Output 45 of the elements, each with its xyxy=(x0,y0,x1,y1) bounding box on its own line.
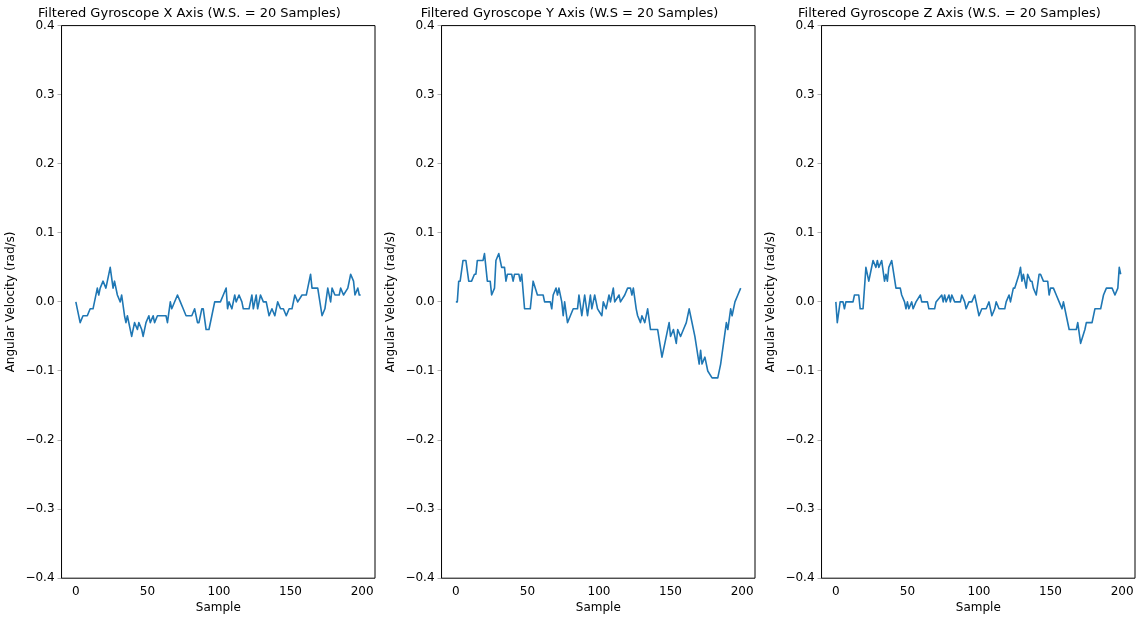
x-tick-label: 100 xyxy=(207,583,231,598)
x-tick-label: 150 xyxy=(1039,583,1062,598)
y-tick-label: −0.3 xyxy=(785,501,815,516)
y-tick-label: 0.3 xyxy=(415,86,435,101)
x-tick-label: 50 xyxy=(899,583,916,598)
y-tick-label: −0.1 xyxy=(405,363,435,378)
y-tick-label: −0.4 xyxy=(405,570,435,585)
y-tick-label: 0.0 xyxy=(795,294,815,309)
x-tick-label: 50 xyxy=(519,583,536,598)
y-tick-label: −0.1 xyxy=(25,363,55,378)
y-tick-label: 0.2 xyxy=(795,155,815,170)
y-tick-label: −0.1 xyxy=(785,363,815,378)
x-tick-label: 100 xyxy=(967,583,991,598)
y-tick-label: 0.1 xyxy=(415,224,435,239)
y-tick-label: −0.3 xyxy=(25,501,55,516)
y-tick-label: 0.3 xyxy=(795,86,815,101)
y-tick-label: −0.2 xyxy=(25,432,55,447)
y-tick-label: −0.2 xyxy=(785,432,815,447)
y-tick-label: 0.3 xyxy=(35,86,55,101)
y-axis-title: Angular Velocity (rad/s) xyxy=(3,231,18,373)
x-tick-label: 100 xyxy=(587,583,611,598)
y-axis-title: Angular Velocity (rad/s) xyxy=(383,231,398,373)
x-axis-title: Sample xyxy=(575,599,621,614)
x-tick-label: 0 xyxy=(72,583,80,598)
x-tick-label: 150 xyxy=(659,583,682,598)
x-axis-title: Sample xyxy=(195,599,241,614)
x-tick-label: 0 xyxy=(832,583,840,598)
y-tick-label: 0.1 xyxy=(35,224,55,239)
x-tick-label: 0 xyxy=(452,583,460,598)
y-tick-label: −0.4 xyxy=(785,570,815,585)
y-tick-label: −0.2 xyxy=(405,432,435,447)
x-tick-label: 150 xyxy=(279,583,302,598)
y-axis-title: Angular Velocity (rad/s) xyxy=(763,231,778,373)
y-tick-label: 0.1 xyxy=(795,224,815,239)
y-tick-label: 0.2 xyxy=(35,155,55,170)
x-tick-label: 50 xyxy=(139,583,156,598)
x-tick-label: 200 xyxy=(350,583,374,598)
y-tick-label: 0.2 xyxy=(415,155,435,170)
y-tick-label: −0.3 xyxy=(405,501,435,516)
x-tick-label: 200 xyxy=(730,583,754,598)
y-tick-label: 0.0 xyxy=(35,294,55,309)
x-tick-label: 200 xyxy=(1110,583,1134,598)
y-tick-label: 0.0 xyxy=(415,294,435,309)
x-axis-title: Sample xyxy=(955,599,1001,614)
y-tick-label: −0.4 xyxy=(25,570,55,585)
